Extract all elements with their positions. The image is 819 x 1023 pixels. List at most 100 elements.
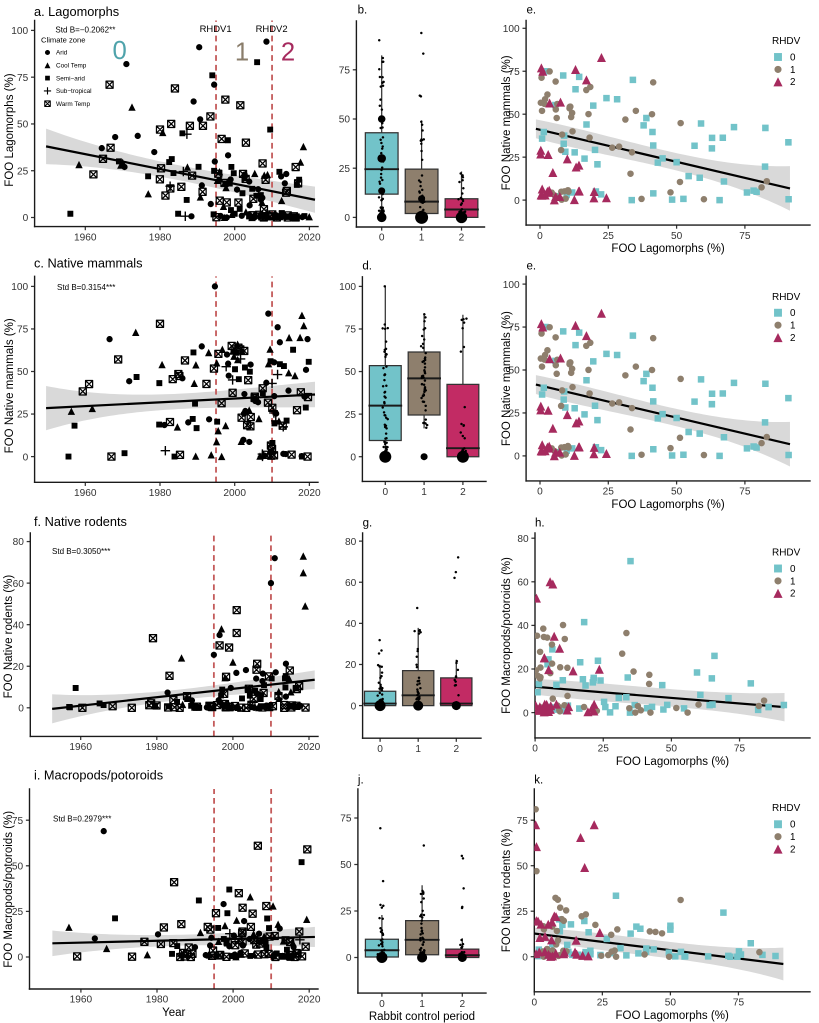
svg-text:Warm Temp: Warm Temp: [56, 101, 90, 108]
svg-text:i. Macropods/potoroids: i. Macropods/potoroids: [34, 767, 163, 782]
svg-text:75: 75: [345, 325, 357, 336]
svg-text:0: 0: [379, 999, 385, 1010]
svg-text:0: 0: [344, 213, 350, 224]
svg-text:75: 75: [739, 231, 751, 242]
svg-text:75: 75: [17, 73, 29, 84]
svg-text:Cool Temp: Cool Temp: [56, 62, 87, 69]
svg-text:c. Native mammals: c. Native mammals: [34, 256, 143, 271]
svg-text:0: 0: [382, 487, 388, 498]
svg-text:75: 75: [517, 816, 529, 827]
svg-text:1: 1: [790, 65, 795, 76]
svg-text:FOO Lagomorphs (%): FOO Lagomorphs (%): [616, 1010, 729, 1022]
svg-text:80: 80: [13, 537, 25, 548]
svg-text:1: 1: [790, 832, 795, 843]
svg-text:0: 0: [522, 952, 528, 963]
svg-text:1960: 1960: [69, 742, 92, 753]
svg-text:b.: b.: [358, 5, 368, 17]
svg-text:RHDV1: RHDV1: [200, 24, 232, 35]
svg-text:0: 0: [790, 820, 796, 831]
svg-text:75: 75: [339, 65, 351, 76]
svg-text:25: 25: [339, 164, 351, 175]
svg-text:50: 50: [345, 367, 357, 378]
svg-text:RHDV: RHDV: [772, 548, 801, 559]
svg-text:0: 0: [523, 708, 529, 719]
svg-text:1980: 1980: [146, 742, 169, 753]
svg-text:RHDV: RHDV: [772, 803, 801, 814]
svg-text:25: 25: [17, 410, 29, 421]
svg-text:0: 0: [18, 703, 24, 714]
svg-text:60: 60: [13, 579, 25, 590]
svg-text:50: 50: [671, 487, 683, 498]
svg-text:2000: 2000: [223, 232, 246, 243]
svg-text:1: 1: [419, 999, 425, 1010]
svg-text:0: 0: [537, 231, 543, 242]
svg-text:Semi−arid: Semi−arid: [56, 75, 85, 82]
svg-text:100: 100: [503, 24, 520, 35]
svg-text:25: 25: [517, 907, 529, 918]
svg-text:RHDV2: RHDV2: [256, 24, 288, 35]
svg-text:a. Lagomorphs: a. Lagomorphs: [34, 4, 119, 19]
svg-text:25: 25: [603, 487, 615, 498]
svg-text:Std B=−0.2062**: Std B=−0.2062**: [55, 25, 115, 34]
svg-text:FOO Macropods/potoroids (%): FOO Macropods/potoroids (%): [3, 811, 15, 968]
svg-text:100: 100: [11, 26, 28, 37]
svg-text:75: 75: [508, 323, 520, 334]
svg-text:d.: d.: [362, 260, 372, 272]
svg-text:f. Native rodents: f. Native rodents: [34, 514, 127, 529]
svg-text:2: 2: [459, 999, 465, 1010]
svg-text:h.: h.: [535, 517, 545, 529]
svg-text:Year: Year: [162, 1007, 185, 1019]
svg-text:20: 20: [517, 665, 529, 676]
svg-text:1980: 1980: [149, 488, 172, 499]
svg-text:FOO Lagomorphs (%): FOO Lagomorphs (%): [611, 499, 724, 511]
svg-text:50: 50: [671, 231, 683, 242]
svg-text:1980: 1980: [146, 995, 169, 1006]
svg-text:FOO Lagomorphs (%): FOO Lagomorphs (%): [616, 756, 729, 768]
svg-text:1960: 1960: [74, 488, 97, 499]
svg-text:0: 0: [346, 953, 352, 964]
svg-text:25: 25: [12, 907, 24, 918]
svg-text:2: 2: [790, 333, 795, 344]
svg-text:Climate zone: Climate zone: [41, 36, 86, 45]
svg-text:0: 0: [112, 37, 126, 65]
svg-text:RHDV: RHDV: [772, 292, 801, 303]
svg-text:e.: e.: [526, 5, 536, 17]
svg-text:50: 50: [339, 115, 351, 126]
svg-text:2: 2: [459, 233, 465, 244]
svg-text:FOO Native rodents (%): FOO Native rodents (%): [3, 575, 15, 699]
svg-text:2: 2: [453, 744, 459, 755]
svg-text:25: 25: [340, 907, 352, 918]
svg-text:0: 0: [790, 52, 796, 63]
svg-text:Std B=0.3050***: Std B=0.3050***: [52, 547, 110, 556]
svg-text:FOO Macropods/potoroids (%): FOO Macropods/potoroids (%): [501, 557, 513, 714]
svg-text:75: 75: [734, 744, 746, 755]
svg-text:40: 40: [13, 620, 25, 631]
svg-text:100: 100: [339, 282, 356, 293]
svg-text:1: 1: [421, 487, 427, 498]
svg-text:50: 50: [508, 366, 520, 377]
svg-text:FOO Lagomorphs (%): FOO Lagomorphs (%): [4, 73, 16, 186]
svg-text:1960: 1960: [70, 995, 93, 1006]
svg-text:1960: 1960: [74, 232, 97, 243]
svg-text:25: 25: [603, 231, 615, 242]
svg-text:Std B=0.3154***: Std B=0.3154***: [57, 283, 115, 292]
svg-text:2: 2: [281, 39, 295, 67]
svg-text:0: 0: [351, 701, 357, 712]
svg-text:60: 60: [345, 578, 357, 589]
svg-text:0: 0: [537, 487, 543, 498]
svg-text:20: 20: [345, 660, 357, 671]
svg-text:1: 1: [419, 233, 425, 244]
svg-text:0: 0: [23, 213, 29, 224]
svg-text:0: 0: [514, 452, 520, 463]
svg-text:50: 50: [17, 367, 29, 378]
svg-text:1: 1: [790, 321, 795, 332]
svg-text:FOO Lagomorphs (%): FOO Lagomorphs (%): [611, 243, 724, 255]
svg-text:80: 80: [517, 534, 529, 545]
svg-text:FOO Native mammals (%): FOO Native mammals (%): [501, 55, 513, 190]
svg-text:Arid: Arid: [56, 50, 68, 57]
svg-text:g.: g.: [363, 517, 373, 529]
svg-text:50: 50: [508, 110, 520, 121]
svg-text:50: 50: [666, 744, 678, 755]
svg-text:75: 75: [733, 998, 745, 1009]
svg-text:0: 0: [532, 744, 538, 755]
